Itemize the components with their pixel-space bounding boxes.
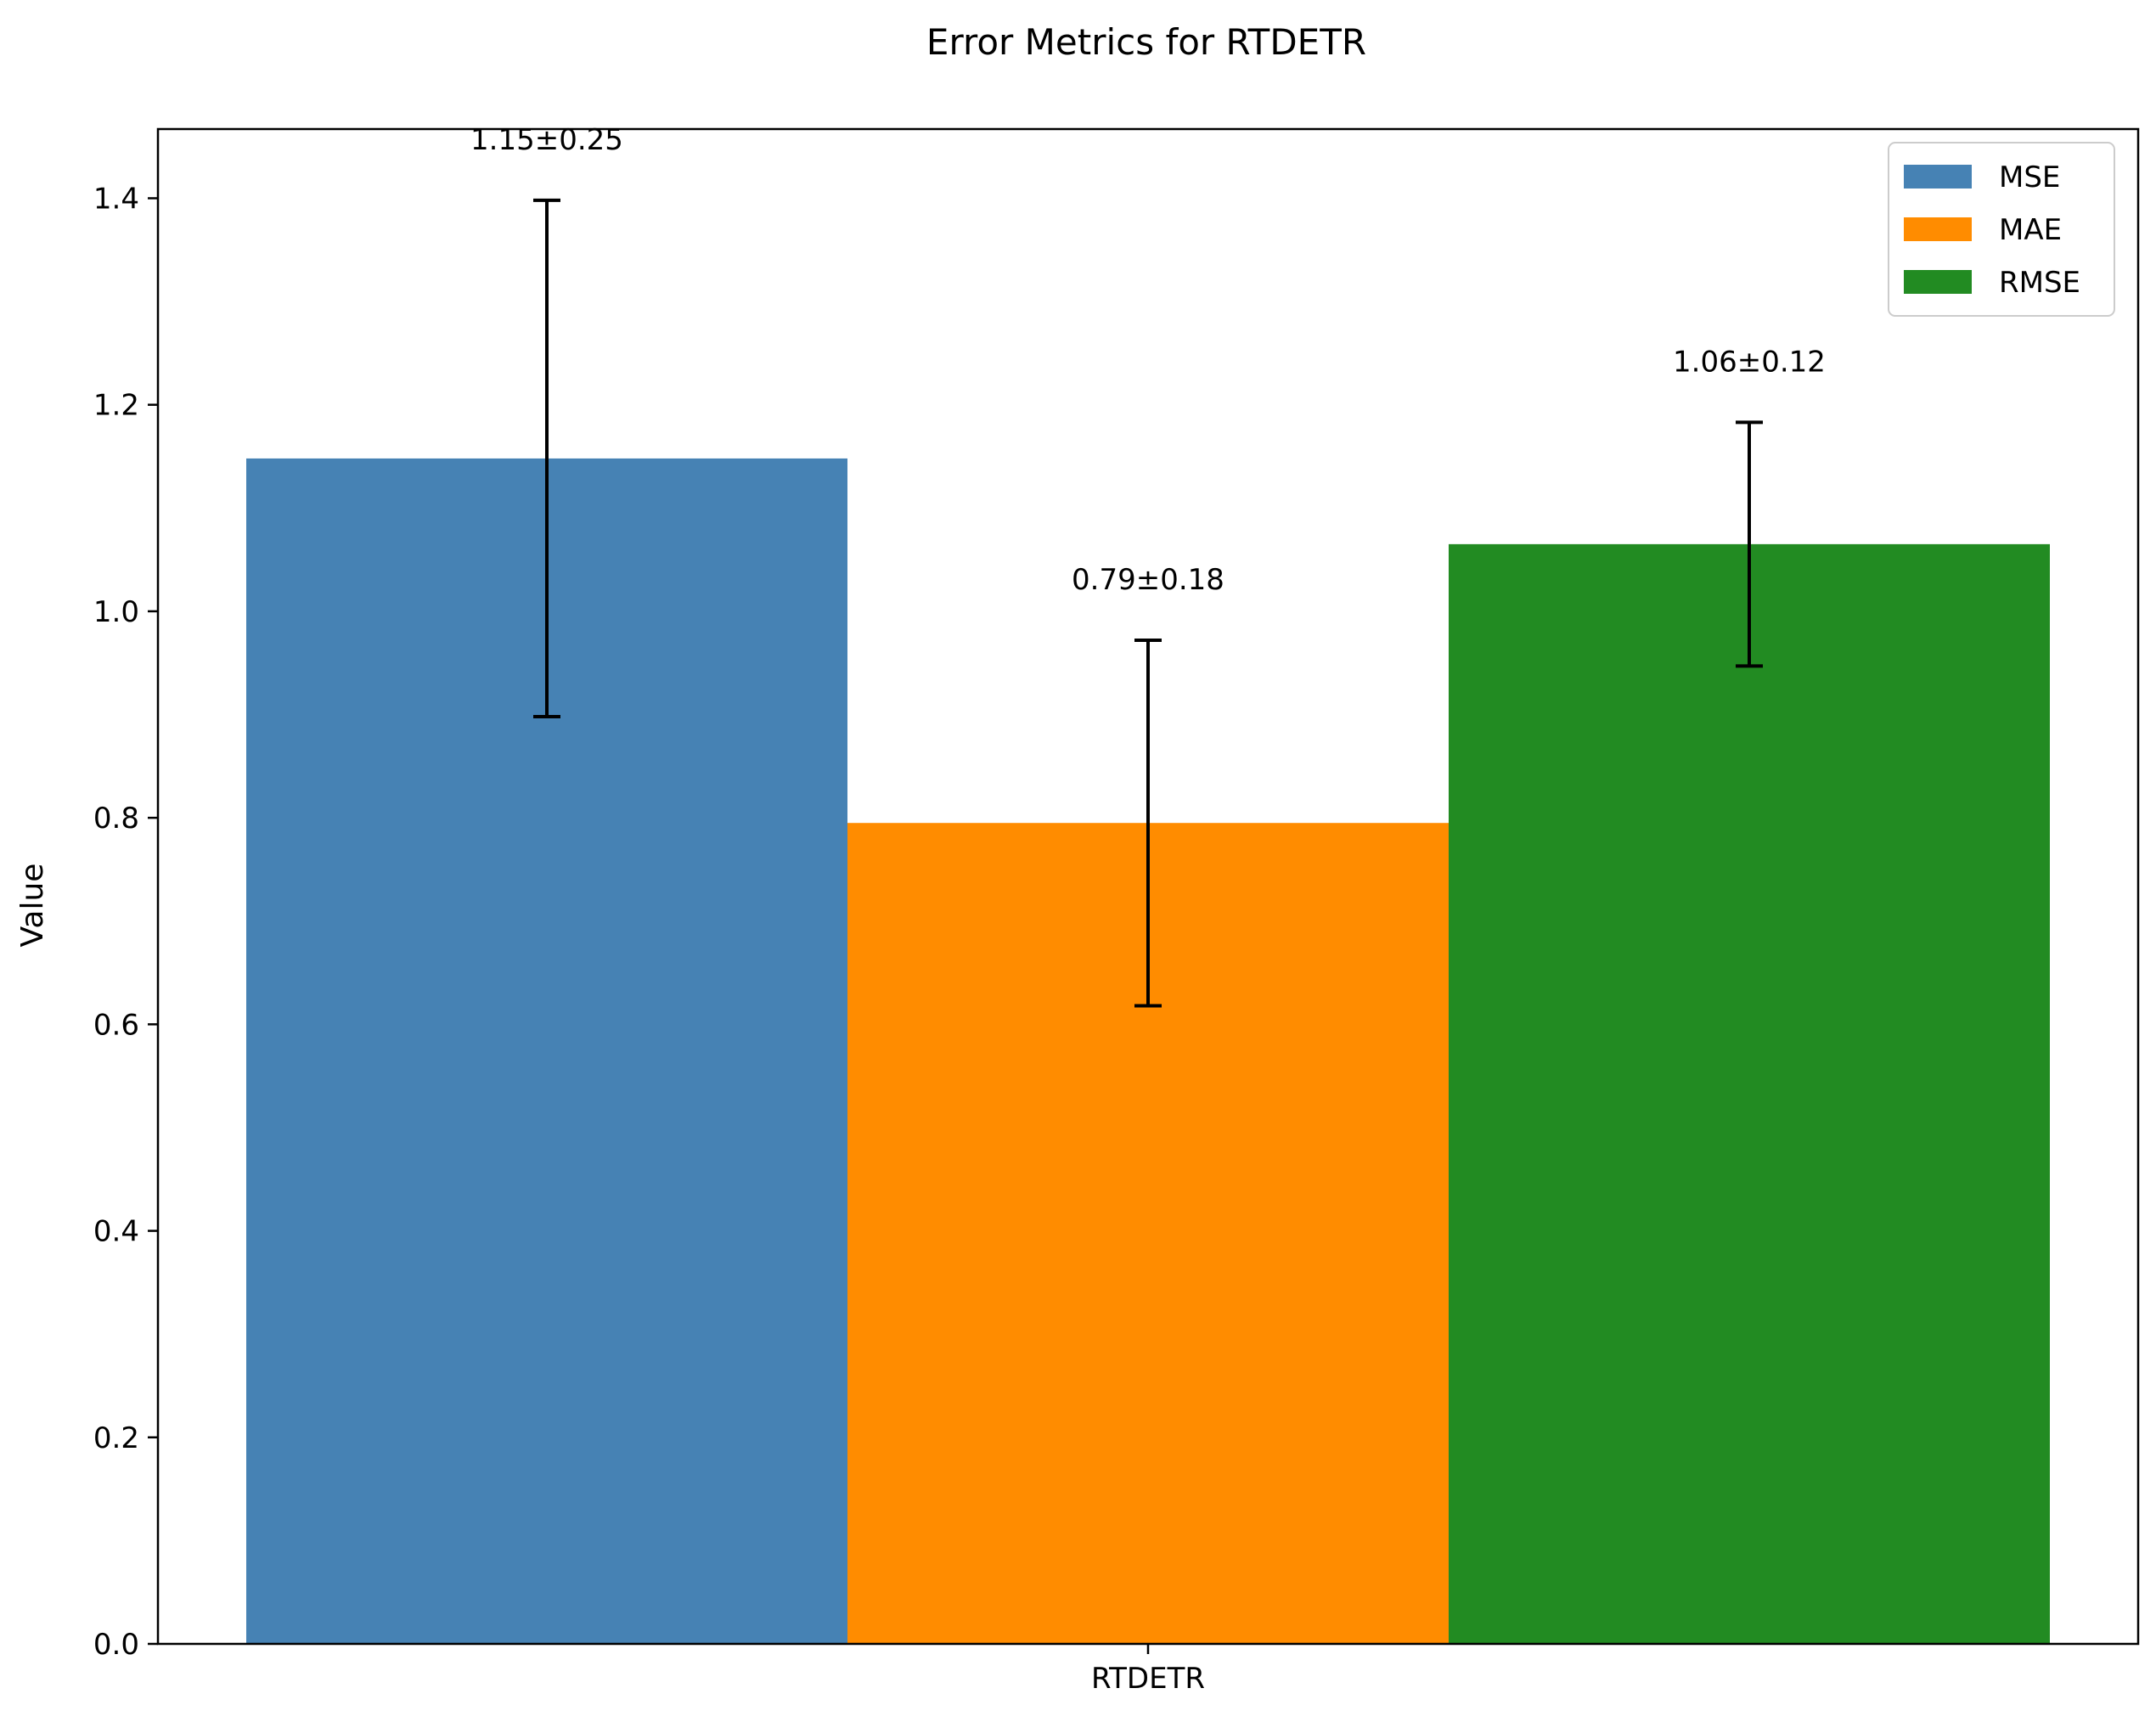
value-label-mae: 0.79±0.18 (1072, 563, 1224, 597)
y-tick-label: 1.2 (93, 389, 139, 423)
y-axis-label: Value (15, 864, 50, 948)
x-tick-label: RTDETR (1091, 1662, 1205, 1696)
y-axis-ticks: 0.0 0.2 0.4 0.6 0.8 1.0 1.2 1.4 (93, 182, 158, 1662)
legend-swatch-mae (1904, 217, 1972, 241)
legend-label-rmse: RMSE (1999, 266, 2080, 300)
bar-rmse (1449, 543, 2050, 1644)
legend-swatch-mse (1904, 165, 1972, 189)
legend-swatch-rmse (1904, 270, 1972, 294)
y-tick-label: 1.4 (93, 182, 139, 216)
plot-frame (156, 127, 2140, 1646)
legend: MSE MAE RMSE (1888, 142, 2115, 317)
bars-group (246, 458, 2050, 1644)
legend-label-mse: MSE (1999, 160, 2060, 194)
legend-label-mae: MAE (1999, 213, 2062, 247)
y-tick-label: 0.2 (93, 1421, 139, 1455)
chart-title: Error Metrics for RTDETR (926, 21, 1366, 63)
y-tick-label: 0.0 (93, 1628, 139, 1662)
value-label-rmse: 1.06±0.12 (1673, 345, 1826, 379)
y-tick-label: 1.0 (93, 595, 139, 629)
error-bars-group (533, 198, 1763, 1008)
value-labels-group: 1.15±0.250.79±0.181.06±0.12 (470, 123, 1826, 597)
y-tick-label: 0.8 (93, 802, 139, 836)
y-tick-label: 0.6 (93, 1008, 139, 1042)
x-axis-ticks: RTDETR (1091, 1644, 1205, 1696)
y-tick-label: 0.4 (93, 1215, 139, 1249)
